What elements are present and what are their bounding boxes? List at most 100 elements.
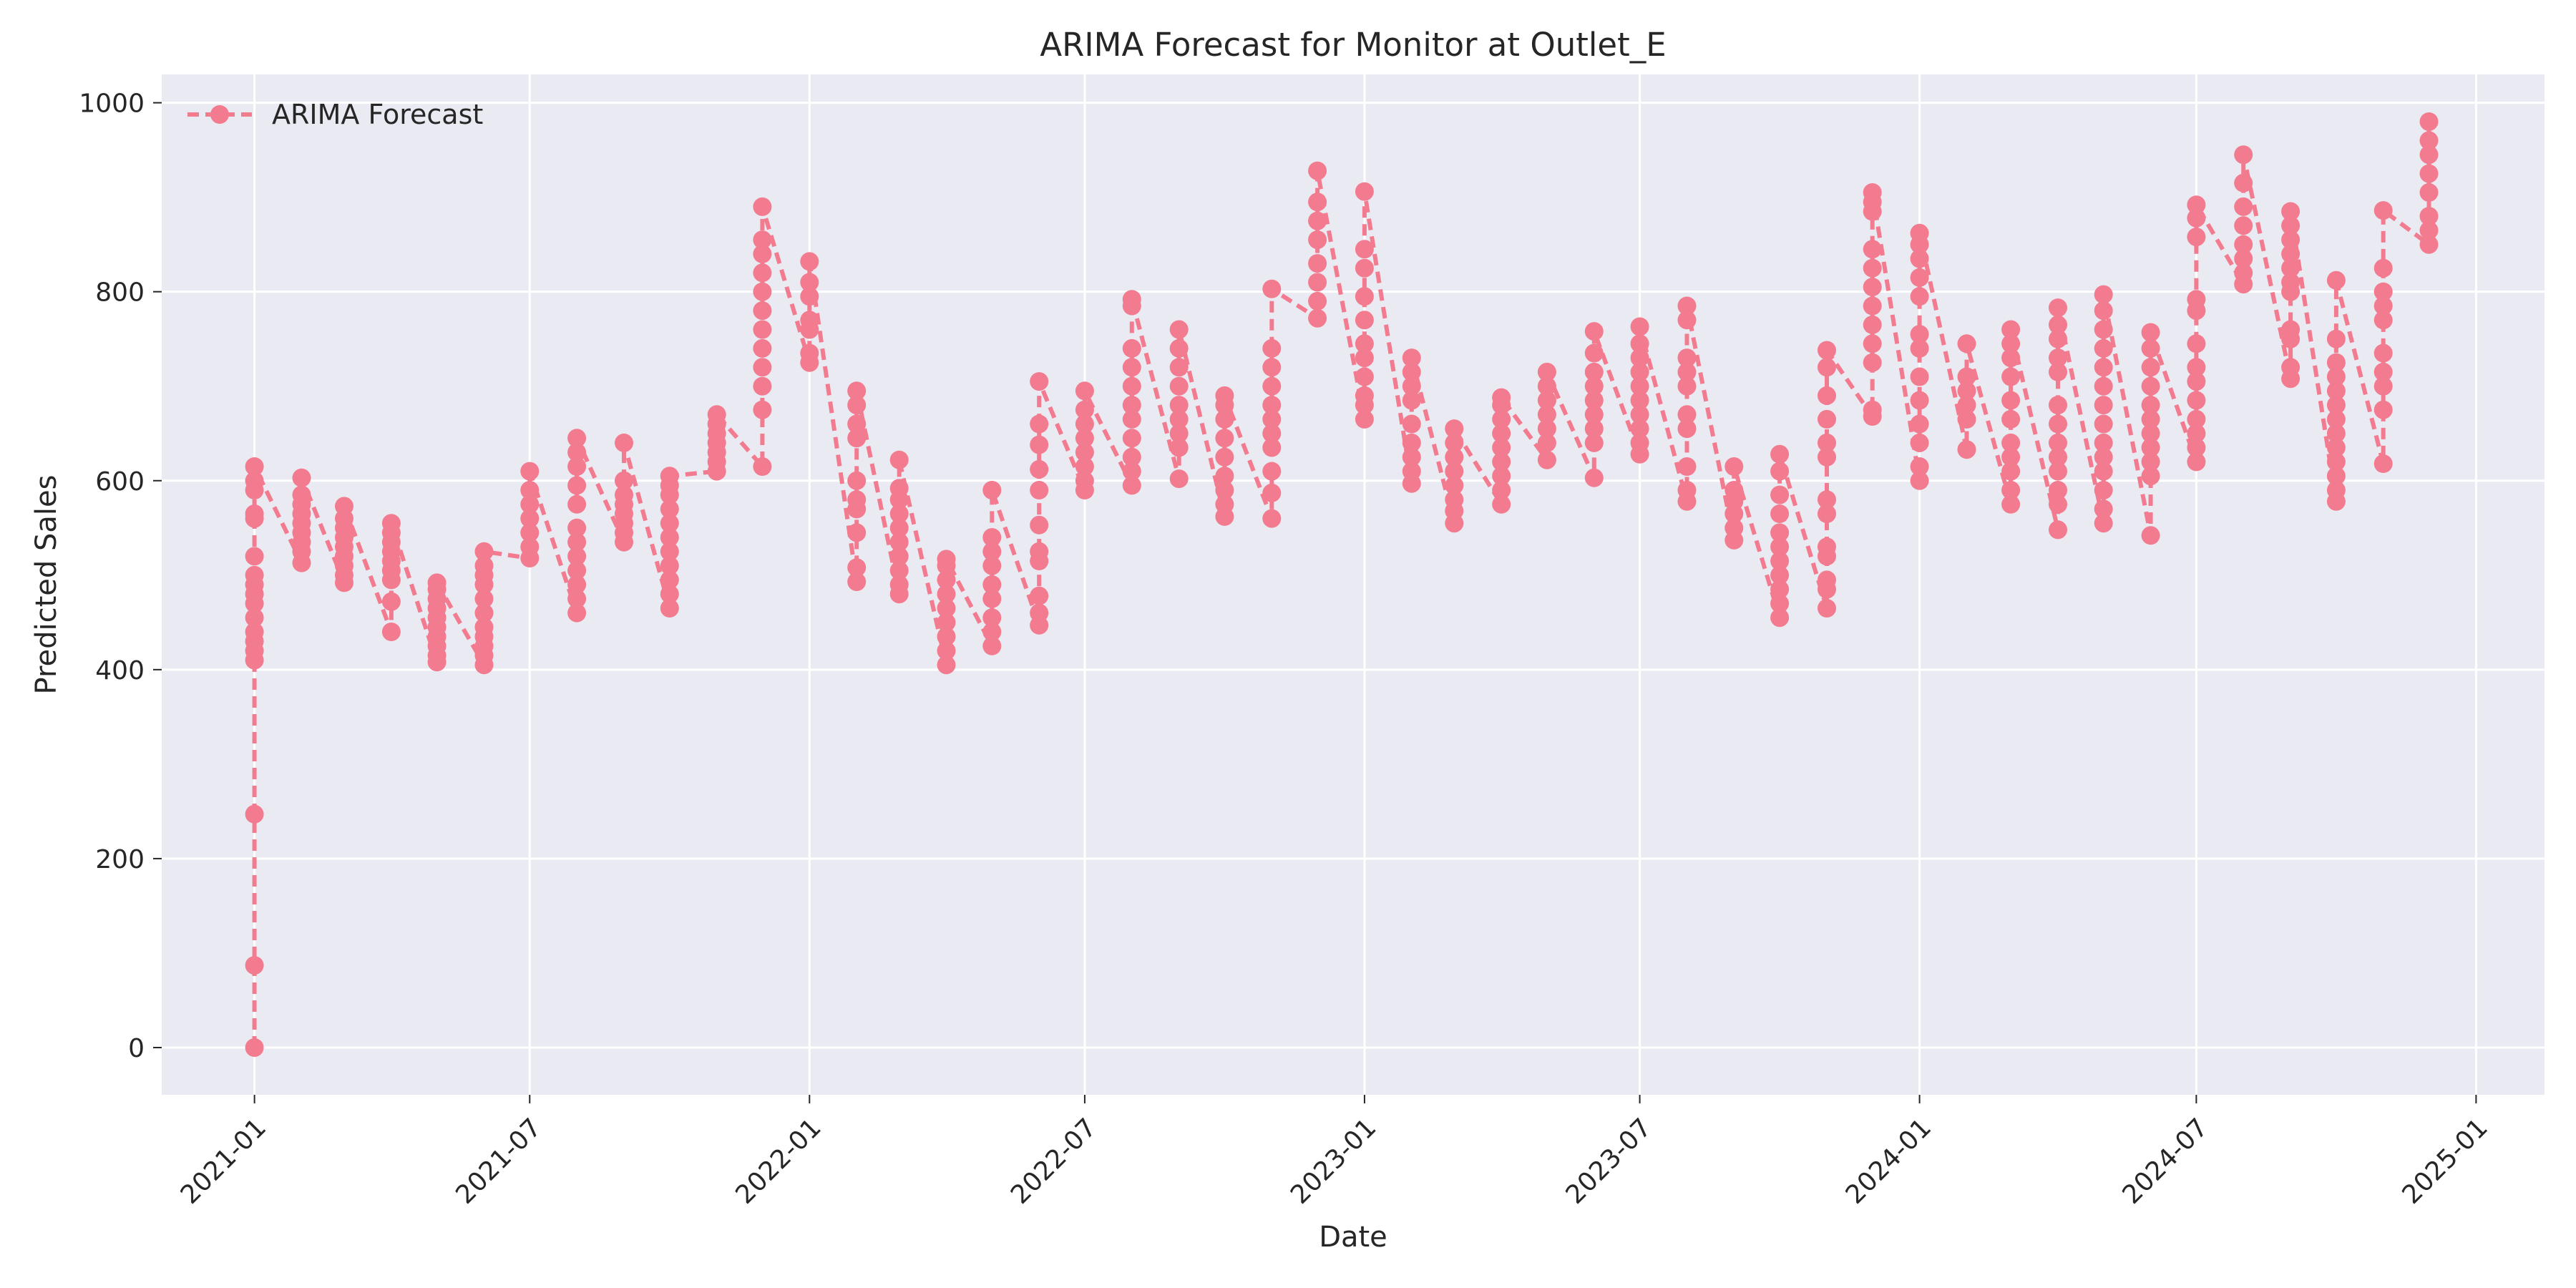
data-point (1169, 409, 1189, 429)
data-point (1957, 396, 1976, 415)
data-point (474, 618, 494, 637)
data-point (753, 197, 772, 216)
data-point (1308, 230, 1327, 250)
data-point (567, 603, 587, 623)
data-point (1030, 603, 1049, 623)
data-point (1355, 311, 1374, 330)
data-point (889, 504, 909, 523)
data-point (1122, 396, 1141, 415)
data-point (1169, 469, 1189, 489)
data-point (2326, 396, 2346, 415)
data-point (474, 556, 494, 575)
data-point (567, 547, 587, 566)
data-point (1122, 462, 1141, 481)
data-point (2234, 197, 2253, 216)
data-point (2187, 358, 2206, 377)
data-point (2326, 424, 2346, 443)
data-point (2326, 481, 2346, 499)
data-point (1355, 386, 1374, 405)
data-point (1262, 438, 1282, 457)
data-point (1863, 315, 1882, 334)
data-point (1445, 419, 1464, 439)
data-point (2094, 447, 2113, 467)
y-tick-label: 400 (95, 656, 145, 686)
data-point (1355, 409, 1374, 429)
data-point (1724, 518, 1744, 537)
data-point (2419, 207, 2439, 226)
data-point (1355, 258, 1374, 278)
data-point (520, 462, 540, 481)
data-point (1818, 447, 1836, 467)
data-point (245, 457, 264, 476)
data-point (1308, 161, 1327, 180)
data-point (1630, 334, 1649, 353)
data-point (1630, 433, 1649, 452)
data-point (1770, 523, 1790, 542)
data-point (937, 599, 956, 618)
data-point (1308, 192, 1327, 212)
data-point (847, 414, 867, 434)
data-point (1584, 468, 1604, 487)
data-point (2094, 462, 2113, 481)
data-point (1630, 362, 1649, 381)
data-point (1537, 419, 1556, 439)
data-point (1215, 409, 1234, 429)
data-point (292, 485, 311, 504)
data-point (2326, 270, 2346, 290)
data-point (1818, 537, 1836, 557)
data-point (245, 804, 264, 824)
data-point (2141, 424, 2160, 443)
data-point (2049, 329, 2067, 348)
data-point (1492, 452, 1511, 472)
data-point (1030, 586, 1049, 605)
data-point (1122, 409, 1141, 429)
legend: ARIMA Forecast (187, 99, 483, 130)
data-point (567, 443, 587, 462)
data-point (753, 376, 772, 396)
data-point (2001, 433, 2021, 452)
data-point (937, 550, 956, 569)
data-point (937, 585, 956, 604)
data-point (2281, 216, 2301, 235)
data-point (1215, 481, 1234, 499)
y-tick-label: 800 (95, 278, 145, 308)
data-point (2187, 391, 2206, 410)
y-tick-label: 600 (95, 467, 145, 497)
data-point (2094, 499, 2113, 519)
x-axis-label: Date (1319, 1221, 1387, 1254)
data-point (982, 608, 1002, 628)
data-point (1169, 424, 1189, 443)
data-point (1169, 358, 1189, 377)
data-point (2187, 438, 2206, 457)
chart-title: ARIMA Forecast for Monitor at Outlet_E (1040, 26, 1666, 64)
data-point (1677, 376, 1697, 396)
data-point (2326, 367, 2346, 386)
data-point (520, 481, 540, 499)
data-point (2049, 315, 2067, 334)
data-point (2094, 338, 2113, 358)
data-point (1770, 462, 1790, 481)
data-point (1910, 338, 1929, 358)
data-point (800, 311, 819, 330)
data-point (1677, 311, 1697, 330)
data-point (2141, 438, 2160, 457)
data-point (1584, 322, 1604, 341)
data-point (1910, 457, 1929, 476)
data-point (660, 556, 679, 575)
data-point (1402, 376, 1421, 396)
data-point (1402, 462, 1421, 481)
data-point (1030, 542, 1049, 561)
data-point (800, 273, 819, 292)
data-point (1537, 362, 1556, 381)
data-point (1770, 594, 1790, 613)
data-point (1818, 490, 1836, 509)
data-point (2049, 433, 2067, 452)
data-point (615, 471, 633, 490)
data-point (427, 573, 447, 592)
data-point (937, 613, 956, 632)
data-point (2419, 131, 2439, 150)
plot-area (162, 74, 2545, 1095)
data-point (381, 623, 401, 641)
data-point (982, 556, 1002, 575)
data-point (2049, 481, 2067, 499)
